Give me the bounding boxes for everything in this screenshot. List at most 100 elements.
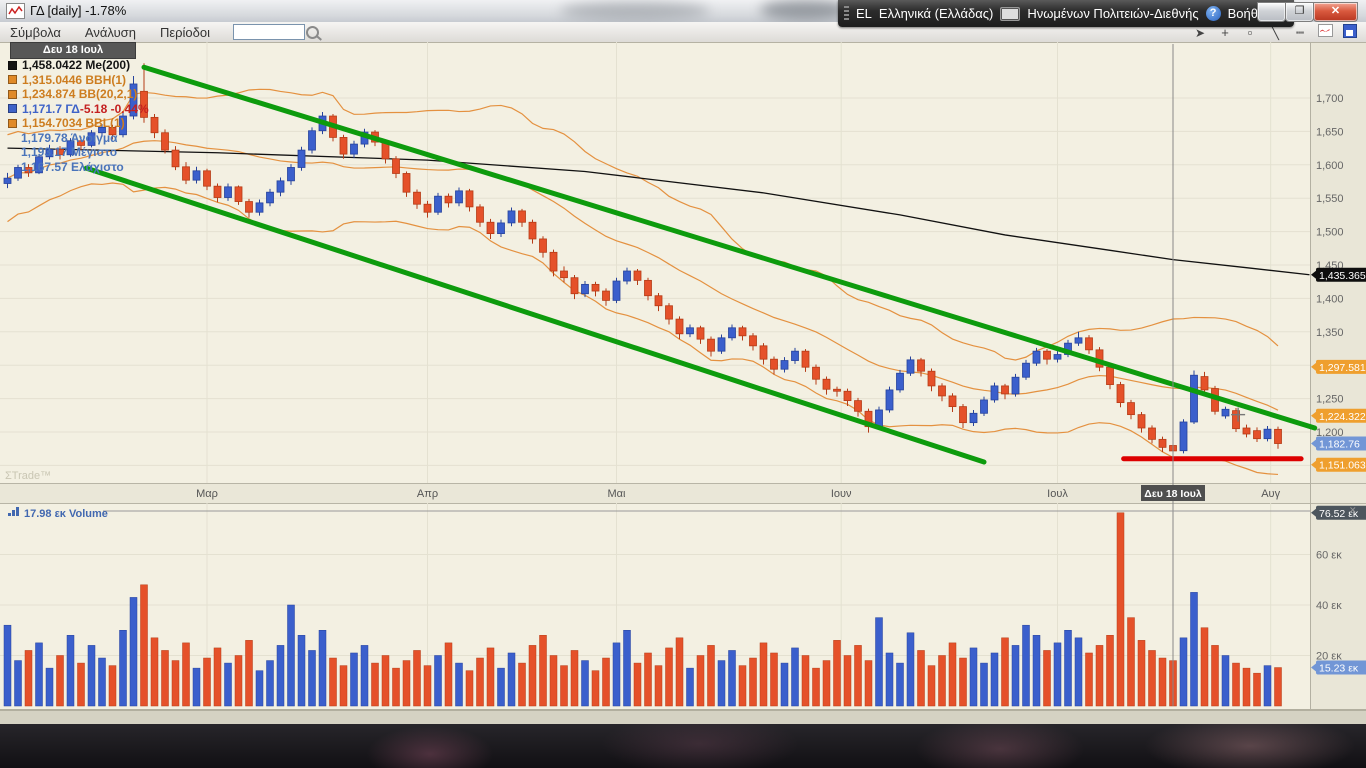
dotted-line-tool-icon[interactable]: ┉ [1296,24,1304,40]
x-axis-strip [0,483,1366,503]
menu-item-0[interactable]: Σύμβολα [10,24,61,40]
chart-tool-icon[interactable] [1317,24,1333,37]
cursor-tool-icon[interactable]: ➤ [1194,25,1206,40]
legend-row-0: 1,458.0422 Me(200) [8,58,149,72]
legend-text: 1,171.7 ΓΔ [22,101,80,116]
candlestick-series [3,63,1282,454]
legend-marker-icon [8,89,17,99]
legend-marker-icon [8,118,17,128]
svg-text:1,500: 1,500 [1316,227,1344,239]
search-icon[interactable] [306,26,319,39]
svg-text:1,435.365: 1,435.365 [1319,270,1366,282]
watermark: ΣTrade™ [5,470,51,482]
chart-scrollbar: ◀ ▶ − + ↔ [0,710,1366,725]
svg-text:15.23 εκ: 15.23 εκ [1319,663,1359,675]
legend-text: 1,315.0446 BBH(1) [22,72,127,87]
axis-date-chip [1141,485,1205,501]
restore-button[interactable]: ❐ [1285,2,1314,22]
legend-row-7: 1,167.57 Ελάχιστο [8,160,149,174]
volume-pane-close-icon[interactable]: ✕ [1349,505,1357,515]
help-icon[interactable]: ? [1205,6,1221,21]
axis-callout [1311,267,1366,282]
legend-row-2: 1,234.874 BB(20,2,1) [8,87,149,101]
svg-text:1,224.322: 1,224.322 [1319,411,1366,423]
svg-text:1,250: 1,250 [1316,394,1344,406]
legend-text: 1,179.78 Άνοιγμα [21,130,118,145]
taskbar: ▶ hp ✓ e W ▲ ⚐ 5:48 μμ 1/8/2011 [0,724,1366,768]
svg-text:1,650: 1,650 [1316,126,1344,138]
chart-legend: 1,458.0422 Me(200) 1,315.0446 BBH(1) 1,234… [8,58,149,174]
close-button[interactable]: ✕ [1313,2,1358,22]
lower-channel[interactable] [83,165,987,465]
line-tool-icon[interactable]: ╲ [1271,24,1279,40]
keyboard-icon[interactable] [1000,6,1021,21]
language-bar[interactable]: EL Ελληνικά (Ελλάδας) Ηνωμένων Πολιτειών… [838,0,1294,27]
axis-callout [1311,505,1366,520]
svg-text:17.98 εκ Volume: 17.98 εκ Volume [24,508,108,520]
menu-item-2[interactable]: Περίοδοι [159,24,210,40]
legend-text: 1,234.874 BB(20,2,1) [22,87,138,101]
chart-background[interactable] [0,42,1366,710]
axis-callout [1311,660,1366,675]
crosshair-tool-icon[interactable]: + [1221,24,1229,40]
volume-series [3,512,1282,707]
menu-bar: ΣύμβολαΑνάλυσηΠερίοδοιΠροβολή ➤ + ▫ ╲ ┉ [0,22,1366,43]
svg-text:1,550: 1,550 [1316,193,1344,205]
svg-text:60 εκ: 60 εκ [1316,550,1342,562]
svg-text:Απρ: Απρ [417,488,438,500]
language-bar-grip[interactable] [844,5,849,22]
keyboard-layout[interactable]: Ηνωμένων Πολιτειών-Διεθνής [1027,6,1199,21]
symbol-search-input[interactable] [233,24,305,40]
ma200-line [7,147,1310,276]
legend-marker-icon [8,75,17,84]
axis-gutter [1310,42,1366,710]
axis-callout [1311,436,1366,451]
legend-row-3: 1,171.7 ΓΔ -5.18 -0.44% [8,102,149,116]
svg-text:1,200: 1,200 [1316,427,1344,439]
svg-text:1,400: 1,400 [1316,293,1344,305]
svg-text:Αυγ: Αυγ [1261,488,1280,500]
locale-short[interactable]: EL [856,6,872,21]
legend-row-4: 1,154.7034 BBL(1) [8,116,149,130]
save-icon[interactable] [1343,23,1357,38]
chart-toolbar: ➤ + ▫ ╲ ┉ [1192,23,1358,41]
svg-text:1,700: 1,700 [1316,93,1344,105]
axis-callout [1311,408,1366,423]
svg-text:Μαρ: Μαρ [196,488,218,500]
minimize-button[interactable] [1257,2,1286,22]
box-tool-icon[interactable]: ▫ [1247,24,1253,40]
svg-text:Ιουν: Ιουν [831,488,852,500]
svg-text:1,350: 1,350 [1316,327,1344,339]
svg-text:Μαι: Μαι [608,488,627,500]
cursor-cross-marker [1231,407,1246,422]
price-volume-chart[interactable]: 1,7001,6501,6001,5501,5001,4501,4001,350… [0,42,1366,710]
legend-marker-icon [8,104,17,113]
menu-item-1[interactable]: Ανάλυση [84,24,136,40]
bollinger-bands [7,88,1279,476]
legend-text: -5.18 -0.44% [79,101,149,116]
upper-channel[interactable] [141,64,1318,431]
svg-text:1,600: 1,600 [1316,160,1344,172]
title-bar: ΓΔ [daily] -1.78% EL Ελληνικά (Ελλάδας) … [0,0,1366,27]
window-title: ΓΔ [daily] -1.78% [30,3,127,18]
svg-text:40 εκ: 40 εκ [1316,600,1342,612]
legend-marker-icon [8,60,17,70]
svg-text:1,182.76: 1,182.76 [1319,439,1360,451]
legend-text: 1,458.0422 Me(200) [22,58,131,72]
app-chart-icon [6,3,25,19]
legend-row-5: 1,179.78 Άνοιγμα [8,131,149,145]
locale-name[interactable]: Ελληνικά (Ελλάδας) [878,6,994,21]
legend-text: 1,193.17 Μέγιστο [21,145,118,159]
wallpaper-smudge [560,2,710,20]
svg-text:Ιουλ: Ιουλ [1047,488,1068,500]
legend-row-1: 1,315.0446 BBH(1) [8,73,149,87]
legend-text: 1,167.57 Ελάχιστο [21,159,124,174]
axis-callout [1311,457,1366,472]
svg-text:76.52 εκ: 76.52 εκ [1319,508,1359,520]
svg-text:20 εκ: 20 εκ [1316,651,1342,663]
legend-text: 1,154.7034 BBL(1) [22,116,125,130]
svg-text:Δευ 18 Ιουλ: Δευ 18 Ιουλ [1144,488,1202,500]
svg-text:1,297.581: 1,297.581 [1319,362,1366,374]
svg-text:1,151.063: 1,151.063 [1319,460,1366,472]
